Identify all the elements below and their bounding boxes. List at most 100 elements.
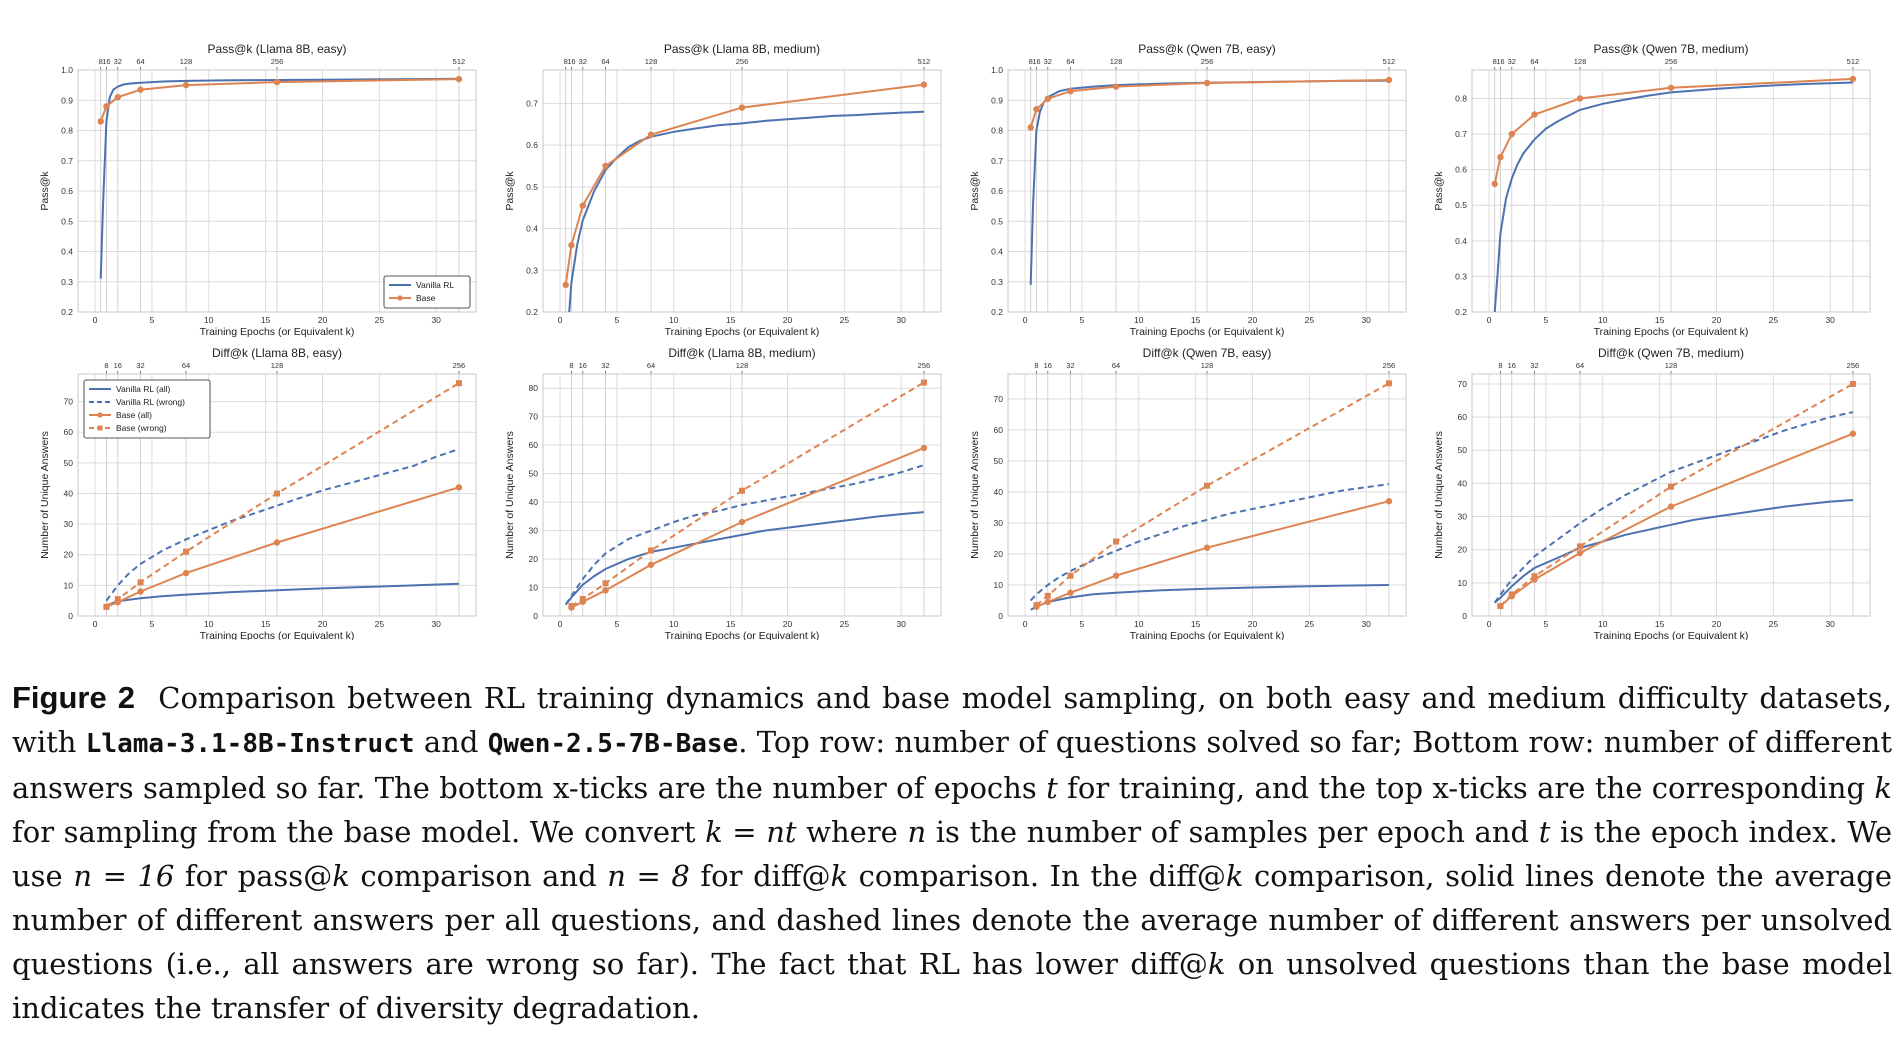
legend-label: Base (wrong): [116, 423, 167, 433]
series-base-wrong-point: [1508, 591, 1515, 598]
legend-box: [83, 379, 211, 439]
y-tick-label: 10: [994, 580, 1004, 590]
x-tick-label: 20: [783, 315, 793, 325]
x-tick-label: 10: [669, 619, 679, 629]
top-tick-label: 8: [1034, 361, 1038, 370]
x-tick-label: 0: [1023, 619, 1028, 629]
x-tick-label: 0: [558, 619, 563, 629]
legend-marker: [97, 412, 103, 418]
series-vanilla-rl-wrong-line: [1493, 411, 1854, 604]
top-tick-label: 64: [1530, 57, 1538, 66]
top-tick-label: 256: [453, 361, 466, 370]
top-tick-label: 64: [1066, 57, 1074, 66]
series-base-wrong-point: [1044, 592, 1051, 599]
series-base-all-point: [1385, 498, 1393, 505]
series-base-wrong-point: [455, 380, 462, 387]
chart-4: 0.2 0.3 0.4 0.5 0.6 0.7 0.8 0 5 10 15 20 25 30 8 16 32 64…: [1433, 42, 1871, 338]
x-tick-label: 20: [318, 315, 328, 325]
chart-title: Diff@k (Llama 8B, medium): [668, 346, 815, 360]
legend-label: Vanilla RL: [416, 280, 454, 290]
series-base-wrong-point: [1668, 483, 1674, 490]
series-base-all-point: [1067, 589, 1074, 596]
y-tick-label: 0.2: [526, 307, 538, 317]
x-tick-label: 10: [204, 619, 214, 629]
x-tick-label: 20: [783, 619, 793, 629]
y-tick-label: 10: [1458, 578, 1468, 588]
top-tick-label: 16: [1044, 361, 1052, 370]
top-tick-label: 256: [1383, 361, 1396, 370]
series-vanilla-rl-all-line: [106, 582, 459, 607]
y-tick-label: 0.4: [991, 247, 1003, 257]
x-axis-label: Training Epochs (or Equivalent k): [200, 326, 355, 338]
y-tick-label: 0.6: [526, 140, 538, 150]
series-base-point: [562, 281, 569, 289]
series-base-all-point: [920, 444, 928, 452]
top-tick-label: 64: [1576, 361, 1584, 370]
series-base-point: [579, 202, 586, 209]
series-base-all-point: [1667, 503, 1675, 510]
x-tick-label: 5: [1080, 315, 1085, 325]
y-tick-label: 60: [529, 440, 539, 450]
series-base-wrong-point: [648, 547, 655, 554]
series-base-all-point: [647, 561, 655, 568]
series-vanilla-rl-line: [1493, 81, 1853, 313]
top-tick-label: 64: [647, 361, 655, 370]
top-tick-label: 8: [1498, 361, 1502, 370]
legend-label: Base: [416, 293, 436, 303]
x-tick-label: 25: [375, 619, 385, 629]
series-base-all-point: [738, 518, 746, 526]
y-axis-label: Number of Unique Answers: [969, 431, 981, 559]
x-tick-label: 20: [318, 619, 328, 629]
y-tick-label: 70: [64, 397, 74, 407]
top-tick-label: 8: [99, 57, 103, 66]
series-base-point: [568, 242, 575, 249]
series-base-point: [1491, 180, 1498, 188]
y-axis-label: Number of Unique Answers: [504, 431, 516, 559]
x-tick-label: 10: [1134, 315, 1144, 325]
x-axis-label: Training Epochs (or Equivalent k): [1594, 326, 1749, 338]
top-tick-label: 32: [1044, 57, 1052, 66]
x-tick-label: 5: [1544, 315, 1549, 325]
x-tick-label: 10: [669, 315, 679, 325]
chart-title: Pass@k (Qwen 7B, medium): [1594, 42, 1749, 56]
y-tick-label: 70: [994, 394, 1004, 404]
chart-title: Diff@k (Qwen 7B, easy): [1143, 346, 1272, 360]
chart-6: 0 10 20 30 40 50 60 70 80 0 5 10 15 20 25 30 8 16 32 64 128 2…: [504, 346, 942, 640]
x-tick-label: 15: [726, 619, 736, 629]
y-tick-label: 60: [1458, 412, 1468, 422]
top-tick-label: 32: [579, 57, 587, 66]
top-tick-label: 128: [736, 361, 749, 370]
y-tick-label: 0.5: [991, 216, 1003, 226]
top-tick-label: 256: [271, 57, 284, 66]
series-base-all-point: [1576, 549, 1584, 557]
series-base-all-point: [1203, 544, 1211, 551]
series-base-wrong-point: [1577, 543, 1584, 550]
y-tick-label: 30: [64, 519, 74, 529]
y-tick-label: 40: [994, 487, 1004, 497]
legend-label: Base (all): [116, 410, 152, 420]
x-tick-label: 30: [896, 315, 906, 325]
top-tick-label: 8: [564, 57, 568, 66]
model-name-qwen: Qwen-2.5-7B-Base: [487, 729, 739, 759]
series-base-all-point: [1112, 572, 1120, 579]
top-tick-label: 256: [918, 361, 931, 370]
y-tick-label: 60: [994, 425, 1004, 435]
series-base-point: [455, 75, 463, 83]
series-base-point: [1508, 130, 1516, 138]
x-tick-label: 25: [1769, 315, 1779, 325]
top-tick-label: 8: [569, 361, 573, 370]
y-tick-label: 0.6: [1455, 165, 1467, 175]
series-base-wrong-point: [1531, 573, 1538, 580]
series-base-all-point: [1044, 598, 1052, 606]
y-tick-label: 0: [1462, 611, 1467, 621]
x-tick-label: 5: [150, 315, 155, 325]
y-tick-label: 0.6: [991, 186, 1003, 196]
top-tick-label: 512: [918, 57, 931, 66]
top-tick-label: 128: [1201, 361, 1214, 370]
x-tick-label: 25: [1305, 619, 1315, 629]
y-tick-label: 80: [529, 383, 539, 393]
top-tick-label: 256: [736, 57, 749, 66]
formula-k-nt: k = nt: [705, 815, 797, 849]
y-tick-label: 20: [1458, 545, 1468, 555]
chart-7: 0 10 20 30 40 50 60 70 0 5 10 15 20 25 30 8 16 32 64 128 256…: [969, 346, 1407, 640]
